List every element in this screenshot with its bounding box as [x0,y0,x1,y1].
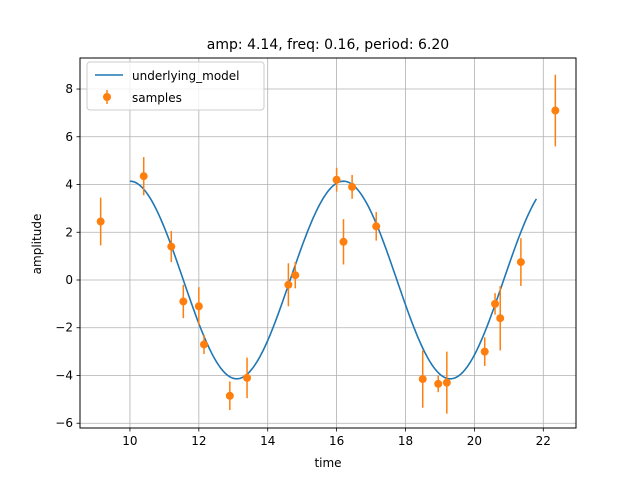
legend-label-model: underlying_model [132,69,240,83]
sample-point [139,157,148,196]
sample-marker [348,182,357,191]
sample-point [442,351,451,414]
sample-marker [480,347,489,356]
grid-layer [80,58,576,428]
sample-marker [284,280,293,289]
sample-point [243,357,252,399]
sample-marker [442,378,451,387]
sample-point [96,197,105,246]
sample-point [225,381,234,411]
sample-marker [200,340,208,349]
sample-point [284,263,293,307]
sample-point [167,231,176,263]
x-tick-label: 20 [467,434,482,448]
sample-point [480,337,489,366]
sample-marker [372,222,381,231]
sample-point [194,287,203,326]
sample-marker [491,299,500,308]
sample-point [551,74,560,147]
sample-marker [496,314,505,323]
sample-marker [139,172,148,181]
model-layer [129,180,538,380]
sample-marker [179,297,188,306]
legend-label-samples: samples [132,91,182,105]
sample-marker [332,175,341,184]
x-tick-label: 14 [260,434,275,448]
y-axis-label: amplitude [30,214,44,275]
legend-box [86,61,265,111]
sample-marker [291,271,300,280]
ticks-layer: 10 12 14 16 18 20 22 −6 −4 −2 0 2 4 6 8 [55,82,551,448]
chart-title: amp: 4.14, freq: 0.16, period: 6.20 [207,37,449,53]
sample-marker [243,373,252,382]
sample-point [491,293,500,315]
sample-marker [418,375,427,384]
underlying-model-line [129,180,538,380]
x-tick-label: 12 [191,434,206,448]
x-tick-label: 22 [536,434,551,448]
y-tick-label: 8 [65,82,73,96]
x-axis-label: time [314,456,341,470]
sample-point [332,167,341,192]
sample-point [179,284,188,319]
y-tick-label: 6 [65,130,73,144]
x-tick-label: 18 [398,434,413,448]
sample-marker [225,391,234,400]
y-tick-label: −6 [55,416,73,430]
legend-marker-swatch [103,93,111,101]
x-tick-label: 16 [329,434,344,448]
sample-point [516,238,525,286]
y-tick-label: −2 [55,321,73,335]
sample-point [418,350,427,408]
y-tick-label: 2 [65,225,73,239]
sample-marker [167,242,176,251]
y-tick-label: 0 [65,273,73,287]
y-tick-label: 4 [65,178,73,192]
x-tick-label: 10 [122,434,137,448]
sample-point [339,219,348,265]
sample-marker [96,217,105,226]
y-tick-label: −4 [55,368,73,382]
samples-layer [96,74,560,414]
sample-marker [194,302,203,311]
sample-point [372,211,381,241]
sample-point [291,262,300,289]
axes-frame [79,57,577,429]
legend: underlying_model samples [86,61,265,111]
sample-point [496,285,505,351]
sample-point [348,174,357,199]
sample-point [434,375,443,393]
sample-marker [551,106,560,115]
sample-point [200,334,208,354]
sample-marker [516,258,525,267]
sample-marker [339,237,348,246]
sample-marker [434,379,443,388]
